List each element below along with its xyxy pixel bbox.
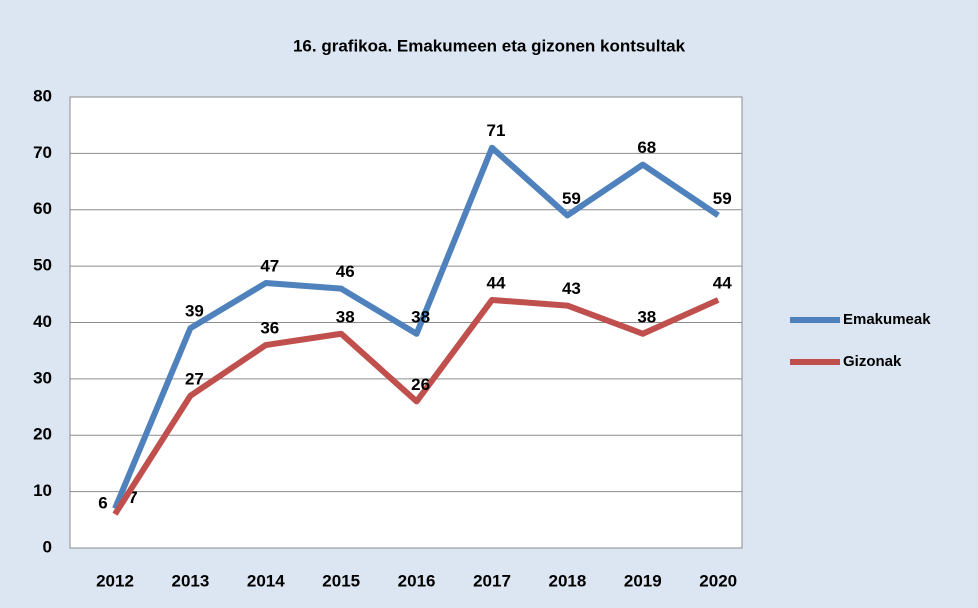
data-label: 27 [185, 369, 204, 388]
series-line [112, 144, 720, 510]
data-label: 7 [128, 488, 137, 507]
series-line [112, 296, 720, 516]
data-label: 38 [411, 307, 430, 326]
data-label: 71 [487, 121, 506, 140]
y-tick-label: 30 [33, 368, 52, 387]
y-tick-label: 40 [33, 312, 52, 331]
x-tick-label: 2017 [473, 571, 511, 590]
data-label: 6 [98, 494, 107, 513]
x-tick-label: 2015 [322, 571, 360, 590]
y-tick-label: 20 [33, 425, 52, 444]
x-tick-label: 2013 [171, 571, 209, 590]
x-tick-label: 2019 [624, 571, 662, 590]
data-label: 38 [336, 307, 355, 326]
chart-title: 16. grafikoa. Emakumeen eta gizonen kont… [293, 36, 686, 55]
y-tick-label: 70 [33, 143, 52, 162]
data-label: 39 [185, 302, 204, 321]
x-tick-label: 2016 [398, 571, 436, 590]
data-label: 59 [713, 189, 732, 208]
y-tick-label: 60 [33, 199, 52, 218]
data-label: 59 [562, 189, 581, 208]
legend-label: Emakumeak [843, 311, 931, 328]
data-label: 44 [713, 273, 732, 292]
data-label: 68 [637, 138, 656, 157]
y-tick-label: 0 [43, 537, 52, 556]
data-label: 38 [637, 307, 656, 326]
x-tick-label: 2012 [96, 571, 134, 590]
x-tick-label: 2020 [699, 571, 737, 590]
data-label: 43 [562, 279, 581, 298]
y-tick-label: 10 [33, 481, 52, 500]
data-label: 46 [336, 262, 355, 281]
data-label: 26 [411, 375, 430, 394]
data-label: 36 [260, 319, 279, 338]
x-tick-label: 2014 [247, 571, 285, 590]
data-label: 47 [260, 257, 279, 276]
data-label: 44 [487, 273, 506, 292]
x-tick-label: 2018 [548, 571, 586, 590]
legend-label: Gizonak [843, 353, 902, 370]
y-tick-label: 80 [33, 86, 52, 105]
y-tick-label: 50 [33, 256, 52, 275]
